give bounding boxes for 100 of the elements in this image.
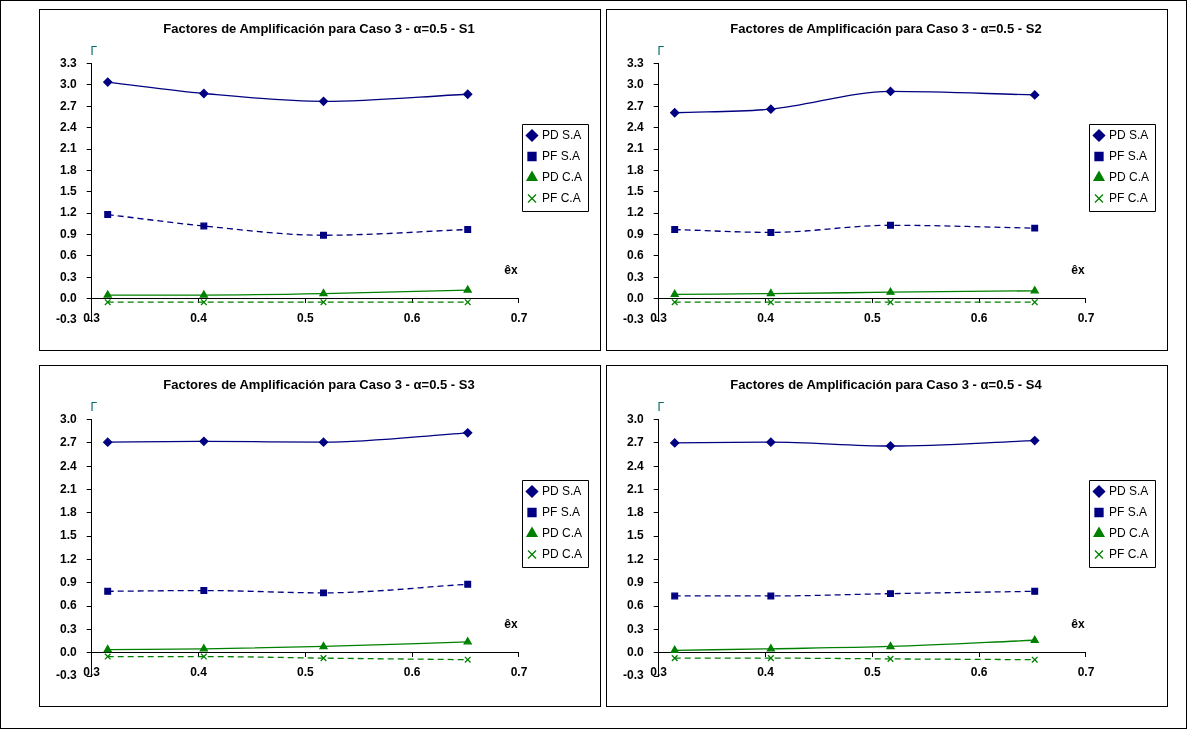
y-axis-title: Γ xyxy=(90,399,98,414)
point xyxy=(104,211,112,219)
y-tick-label: 0.9 xyxy=(626,575,644,590)
x-tick-label: 0.5 xyxy=(863,311,881,326)
y-tick-label: 0.9 xyxy=(59,226,77,241)
chart-title: Factores de Amplificación para Caso 3 - α=0.5 - S3 xyxy=(163,377,475,393)
y-tick-label: 2.4 xyxy=(626,120,644,135)
chart-title: Factores de Amplificación para Caso 3 - α=0.5 - S1 xyxy=(163,21,475,37)
y-axis-title: Γ xyxy=(657,43,665,58)
y-tick-label: 2.1 xyxy=(59,141,77,156)
y-tick-label: 2.7 xyxy=(626,435,644,450)
y-tick-label: 2.7 xyxy=(626,98,644,113)
x-tick-label: 0.6 xyxy=(403,311,421,326)
y-tick-label: -0.3 xyxy=(55,312,77,327)
y-tick-label: 0.3 xyxy=(626,621,644,636)
y-tick-label: 0.6 xyxy=(59,248,77,263)
x-tick-label: 0.5 xyxy=(296,665,314,680)
x-axis-title: êx xyxy=(504,617,518,631)
y-tick-label: 0.6 xyxy=(626,598,644,613)
point xyxy=(671,298,679,306)
y-tick-label: 0.0 xyxy=(59,290,77,305)
y-tick-label: 1.8 xyxy=(626,162,644,177)
legend-label: PF S.A xyxy=(541,504,581,519)
point xyxy=(320,231,327,239)
chart-title: Factores de Amplificación para Caso 3 - α=0.5 - S2 xyxy=(730,21,1042,37)
y-tick-label: 0.9 xyxy=(59,575,77,590)
x-tick-label: 0.7 xyxy=(510,311,528,326)
y-tick-label: -0.3 xyxy=(622,668,644,683)
x-tick-label: 0.4 xyxy=(757,665,775,680)
point xyxy=(1031,587,1039,595)
y-tick-label: 0.0 xyxy=(626,290,644,305)
point xyxy=(766,437,776,447)
x-tick-label: 0.5 xyxy=(863,665,881,680)
point xyxy=(887,655,894,663)
x-tick-label: 0.7 xyxy=(510,665,528,680)
y-tick-label: 0.0 xyxy=(626,645,644,659)
point xyxy=(320,298,327,306)
point xyxy=(887,298,894,306)
legend-label: PF S.A xyxy=(1108,148,1148,163)
x-tick-label: 0.4 xyxy=(757,311,775,326)
y-tick-label: 1.5 xyxy=(59,184,77,199)
chart-title: Factores de Amplificación para Caso 3 - α=0.5 - S4 xyxy=(730,377,1043,393)
point xyxy=(464,580,472,588)
point xyxy=(1030,286,1039,294)
point xyxy=(1030,435,1040,446)
point xyxy=(104,587,112,595)
point xyxy=(670,289,679,298)
point xyxy=(463,285,472,293)
point xyxy=(318,96,329,106)
legend-label: PD C.A xyxy=(1108,525,1150,540)
legend-label: PD C.A xyxy=(541,546,583,561)
legend-label: PF S.A xyxy=(1108,504,1148,519)
point xyxy=(885,86,896,97)
point xyxy=(103,437,113,447)
y-tick-label: 1.5 xyxy=(59,528,77,543)
y-tick-label: 0.0 xyxy=(59,645,77,659)
point xyxy=(885,441,896,451)
x-tick-label: 0.6 xyxy=(970,665,988,680)
point xyxy=(886,287,895,295)
point xyxy=(104,298,112,306)
point xyxy=(767,228,775,236)
point xyxy=(200,587,208,595)
y-tick-label: 3.0 xyxy=(626,77,644,92)
y-tick-label: 3.0 xyxy=(59,77,77,92)
point xyxy=(1030,90,1040,100)
point xyxy=(103,290,112,298)
y-tick-label: 2.7 xyxy=(59,98,77,113)
y-tick-label: 1.2 xyxy=(59,205,77,220)
x-axis-title: êx xyxy=(1071,262,1085,277)
point xyxy=(670,438,680,448)
y-tick-label: 2.4 xyxy=(626,458,644,473)
point xyxy=(463,428,473,438)
y-tick-label: 2.1 xyxy=(626,481,644,496)
point xyxy=(199,290,208,298)
x-tick-label: 0.4 xyxy=(190,311,208,326)
point xyxy=(199,644,208,652)
point xyxy=(199,88,209,99)
point xyxy=(886,641,895,650)
point xyxy=(103,77,113,87)
legend-label: PD C.A xyxy=(1108,169,1150,184)
point xyxy=(1031,224,1039,232)
y-tick-label: 1.2 xyxy=(59,551,77,566)
y-tick-label: 1.8 xyxy=(626,505,644,520)
y-tick-label: 1.5 xyxy=(626,528,644,543)
y-tick-label: 3.3 xyxy=(59,55,77,70)
y-tick-label: 1.2 xyxy=(626,551,644,566)
point xyxy=(887,590,894,598)
y-tick-label: 3.0 xyxy=(626,411,644,426)
legend-label: PD C.A xyxy=(541,169,583,184)
point xyxy=(1030,635,1039,643)
point xyxy=(319,289,328,297)
x-tick-label: 0.6 xyxy=(970,311,988,326)
point xyxy=(319,641,328,650)
legend-label: PF S.A xyxy=(541,148,581,163)
point xyxy=(1031,298,1039,306)
point xyxy=(671,654,679,662)
y-tick-label: 2.1 xyxy=(59,481,77,496)
legend-label: PD S.A xyxy=(1108,127,1149,142)
point xyxy=(766,644,775,652)
y-tick-label: 0.6 xyxy=(59,598,77,613)
